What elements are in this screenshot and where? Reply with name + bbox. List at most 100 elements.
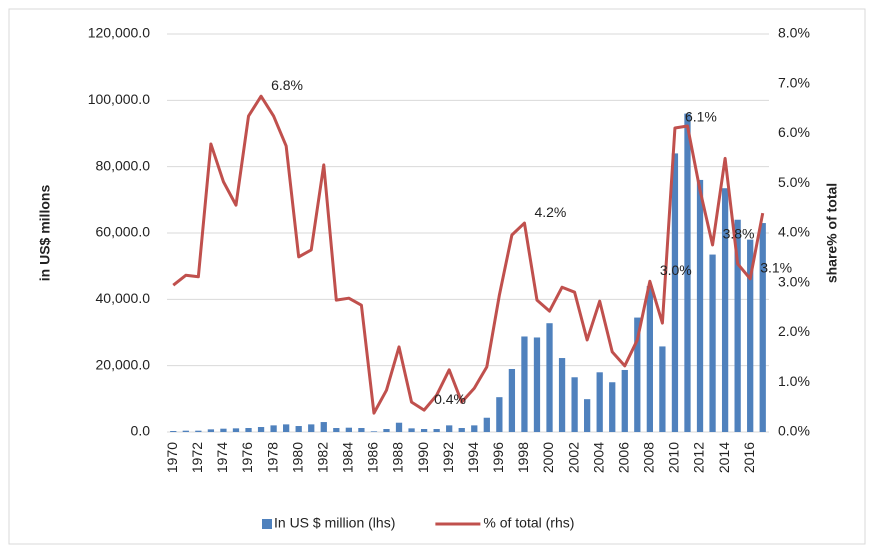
x-tick-label: 2016 (741, 442, 757, 473)
bar (521, 336, 528, 432)
bar (533, 337, 541, 432)
legend-label: % of total (rhs) (483, 515, 574, 531)
bar (634, 317, 641, 432)
y2-tick-label: 2.0% (778, 323, 810, 339)
y-tick-label: 100,000.0 (88, 91, 150, 107)
bar (170, 431, 177, 432)
bar (395, 422, 403, 432)
y2-tick-label: 5.0% (778, 174, 810, 190)
x-tick-label: 1980 (289, 442, 305, 473)
y2-axis-title: share% of total (824, 183, 840, 283)
bar (671, 153, 679, 432)
bar (220, 428, 227, 432)
data-label: 3.8% (723, 226, 755, 242)
bar (609, 382, 616, 432)
y2-tick-label: 4.0% (778, 224, 810, 240)
bar (383, 429, 390, 432)
bar (734, 219, 741, 432)
y2-tick-label: 3.0% (778, 273, 810, 289)
data-label: 3.1% (760, 259, 792, 275)
line (172, 94, 765, 415)
y-tick-label: 80,000.0 (96, 157, 151, 173)
bar (684, 113, 691, 432)
bar (496, 397, 503, 432)
bar (207, 429, 215, 432)
bar (370, 431, 378, 432)
data-label: 4.2% (534, 204, 566, 220)
x-tick-label: 1994 (465, 442, 481, 473)
bar (571, 377, 578, 432)
y2-tick-label: 0.0% (778, 423, 810, 439)
x-tick-label: 1996 (490, 442, 506, 473)
bar (345, 427, 352, 432)
bar (558, 358, 566, 432)
x-tick-label: 1990 (415, 442, 431, 473)
bar (257, 427, 265, 432)
y-tick-label: 60,000.0 (96, 224, 151, 240)
bar (283, 424, 290, 432)
x-tick-label: 2014 (716, 442, 732, 473)
bar (320, 422, 327, 432)
y-tick-label: 120,000.0 (88, 25, 150, 41)
x-tick-label: 1970 (164, 442, 180, 473)
y-tick-label: 20,000.0 (96, 356, 151, 372)
data-label: 6.1% (685, 109, 717, 125)
bar (308, 424, 315, 432)
x-tick-label: 2006 (615, 442, 631, 473)
bar (471, 425, 478, 432)
y2-tick-label: 1.0% (778, 373, 810, 389)
bar (483, 417, 490, 432)
x-tick-label: 1992 (440, 442, 456, 473)
x-tick-label: 2010 (666, 442, 682, 473)
bar (696, 179, 704, 432)
x-tick-label: 1974 (214, 442, 230, 473)
x-tick-label: 2000 (540, 442, 556, 473)
bar (232, 428, 240, 432)
x-tick-label: 2002 (565, 442, 581, 473)
x-tick-label: 1988 (390, 442, 406, 473)
y2-tick-label: 6.0% (778, 124, 810, 140)
bar (182, 430, 189, 432)
bar (747, 239, 754, 432)
y-tick-label: 0.0 (131, 423, 151, 439)
y2-tick-label: 7.0% (778, 74, 810, 90)
x-tick-label: 2012 (691, 442, 707, 473)
bar (584, 399, 591, 432)
x-tick-label: 1998 (515, 442, 531, 473)
data-label: 0.4% (434, 391, 466, 407)
x-tick-label: 1982 (314, 442, 330, 473)
bar (408, 428, 415, 432)
bar (333, 428, 340, 432)
bar (546, 323, 553, 432)
bar (721, 188, 729, 432)
x-tick-label: 1986 (365, 442, 381, 473)
bar (245, 428, 252, 432)
x-tick-label: 1972 (189, 442, 205, 473)
bar (195, 430, 202, 432)
bar (446, 425, 453, 432)
y-axis-title: in US$ millons (37, 185, 53, 282)
bar (659, 346, 666, 432)
x-tick-label: 1978 (264, 442, 280, 473)
bar (420, 429, 428, 432)
legend-label: In US $ million (lhs) (274, 515, 395, 531)
x-tick-label: 2004 (590, 442, 606, 473)
bar (759, 223, 766, 432)
data-label: 3.0% (660, 262, 692, 278)
bar (508, 368, 516, 432)
bar (596, 372, 603, 432)
bar (295, 426, 302, 432)
bar (358, 428, 365, 432)
data-label: 6.8% (271, 77, 303, 93)
bar (458, 428, 465, 432)
bar (433, 429, 440, 432)
bar (646, 286, 653, 432)
y2-tick-label: 8.0% (778, 25, 810, 41)
bar (621, 369, 628, 432)
x-tick-label: 2008 (641, 442, 657, 473)
x-tick-label: 1984 (340, 442, 356, 473)
y-tick-label: 40,000.0 (96, 290, 151, 306)
x-tick-label: 1976 (239, 442, 255, 473)
legend-swatch (262, 519, 272, 529)
